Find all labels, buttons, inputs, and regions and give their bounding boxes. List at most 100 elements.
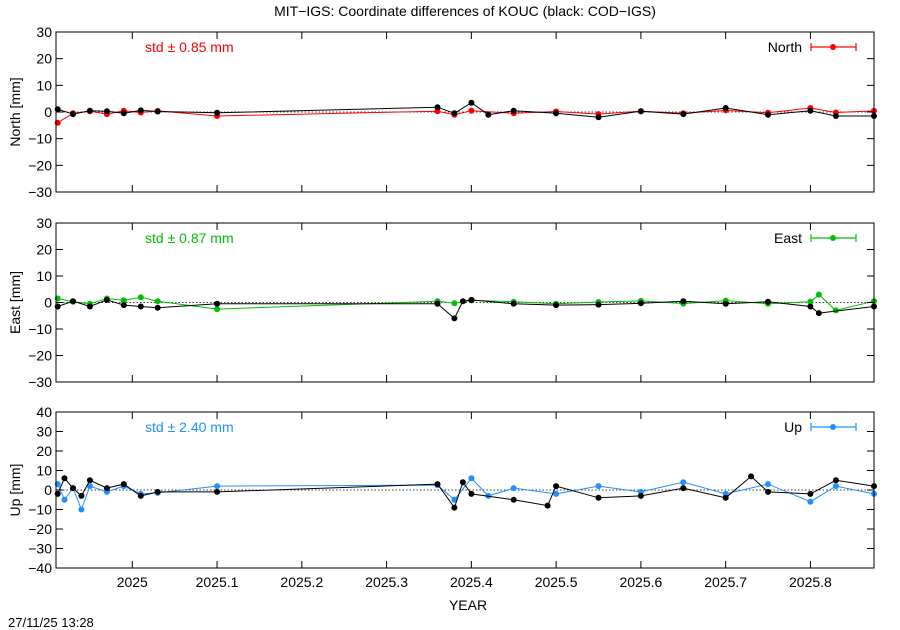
data-point (154, 304, 161, 311)
x-tick-label: 2025.1 (196, 574, 239, 590)
series-line-mit (57, 107, 875, 124)
data-point (451, 496, 458, 503)
x-tick-label: 2025.2 (280, 574, 323, 590)
data-point (451, 315, 458, 322)
data-point (120, 481, 127, 488)
x-tick-label: 2025.7 (704, 574, 747, 590)
data-point (70, 485, 76, 492)
data-point (468, 296, 475, 303)
data-point (510, 300, 517, 307)
data-point (553, 302, 560, 309)
legend-label: East (774, 230, 802, 246)
data-point (103, 296, 110, 303)
data-point (832, 477, 839, 484)
data-point (544, 502, 551, 509)
y-tick-label: −20 (28, 157, 52, 173)
data-point (459, 479, 466, 486)
series-line-cod (57, 475, 875, 509)
data-point (832, 483, 839, 490)
y-tick-label: −30 (28, 541, 52, 557)
data-point (103, 485, 110, 492)
data-point (468, 99, 475, 106)
data-point (214, 306, 221, 313)
data-point (832, 113, 839, 119)
data-point (510, 107, 517, 114)
data-point (468, 107, 475, 114)
chart-title: MIT−IGS: Coordinate differences of KOUC … (274, 3, 656, 19)
data-point (637, 492, 644, 499)
y-tick-label: 30 (36, 424, 52, 440)
data-point (434, 481, 441, 488)
legend-label: North (768, 39, 802, 55)
data-point (154, 298, 161, 305)
legend-marker (830, 235, 836, 241)
data-point (722, 105, 729, 111)
data-point (70, 298, 76, 305)
data-point (722, 494, 729, 501)
y-tick-label: −30 (28, 374, 52, 390)
data-point (595, 494, 602, 501)
data-point (510, 496, 517, 503)
data-point (86, 477, 93, 484)
data-point (86, 107, 93, 114)
data-point (214, 488, 221, 495)
series-line-mit (57, 293, 875, 311)
data-point (434, 300, 441, 307)
data-point (451, 110, 458, 117)
data-point (70, 111, 76, 118)
y-tick-label: −20 (28, 521, 52, 537)
y-tick-label: −10 (28, 321, 52, 337)
data-point (680, 479, 687, 486)
data-point (459, 298, 466, 305)
data-point (765, 111, 771, 118)
data-point (815, 291, 822, 298)
y-tick-label: 20 (36, 51, 52, 67)
data-point (510, 485, 517, 492)
x-tick-label: 2025.6 (619, 574, 662, 590)
data-point (137, 303, 144, 310)
y-tick-label: −30 (28, 184, 52, 200)
data-point (61, 496, 68, 503)
y-tick-label: 40 (36, 404, 52, 420)
legend-label: Up (784, 419, 802, 435)
panel-east: 30 20 10 0 −10 −20 −30 East [mm] std ± 0.87 mm Ea… (7, 215, 877, 390)
data-point (468, 490, 475, 497)
data-point (120, 302, 127, 309)
x-tick-label: 2025.4 (450, 574, 493, 590)
timestamp: 27/11/25 13:28 (8, 615, 94, 630)
data-point (553, 483, 560, 490)
data-point (595, 114, 602, 121)
data-point (815, 310, 822, 317)
data-point (451, 504, 458, 511)
data-point (722, 300, 729, 307)
data-point (832, 307, 839, 314)
data-point (86, 483, 93, 490)
data-point (137, 492, 144, 499)
x-tick-label: 2025.8 (789, 574, 832, 590)
data-point (214, 109, 221, 116)
data-point (103, 108, 110, 115)
data-point (765, 488, 771, 495)
y-tick-label: 10 (36, 77, 52, 93)
data-point (807, 298, 814, 305)
data-point (137, 294, 144, 301)
legend-marker (830, 424, 836, 430)
data-point (78, 506, 85, 513)
data-point (137, 107, 144, 114)
x-axis-label: YEAR (449, 597, 487, 613)
y-tick-label: 30 (36, 215, 52, 231)
std-annotation: std ± 0.85 mm (145, 39, 234, 55)
x-tick-label: 2025.5 (535, 574, 578, 590)
data-point (637, 108, 644, 115)
data-point (748, 473, 755, 480)
y-axis-label: East [mm] (7, 271, 23, 334)
panel-north: 30 20 10 0 −10 −20 −30 North [mm] std ± 0.85 mm N… (7, 24, 877, 200)
legend-marker (830, 44, 836, 50)
data-point (78, 492, 85, 499)
data-point (637, 300, 644, 307)
y-tick-label: −20 (28, 348, 52, 364)
data-point (120, 110, 127, 117)
data-point (680, 298, 687, 305)
data-point (765, 481, 771, 488)
